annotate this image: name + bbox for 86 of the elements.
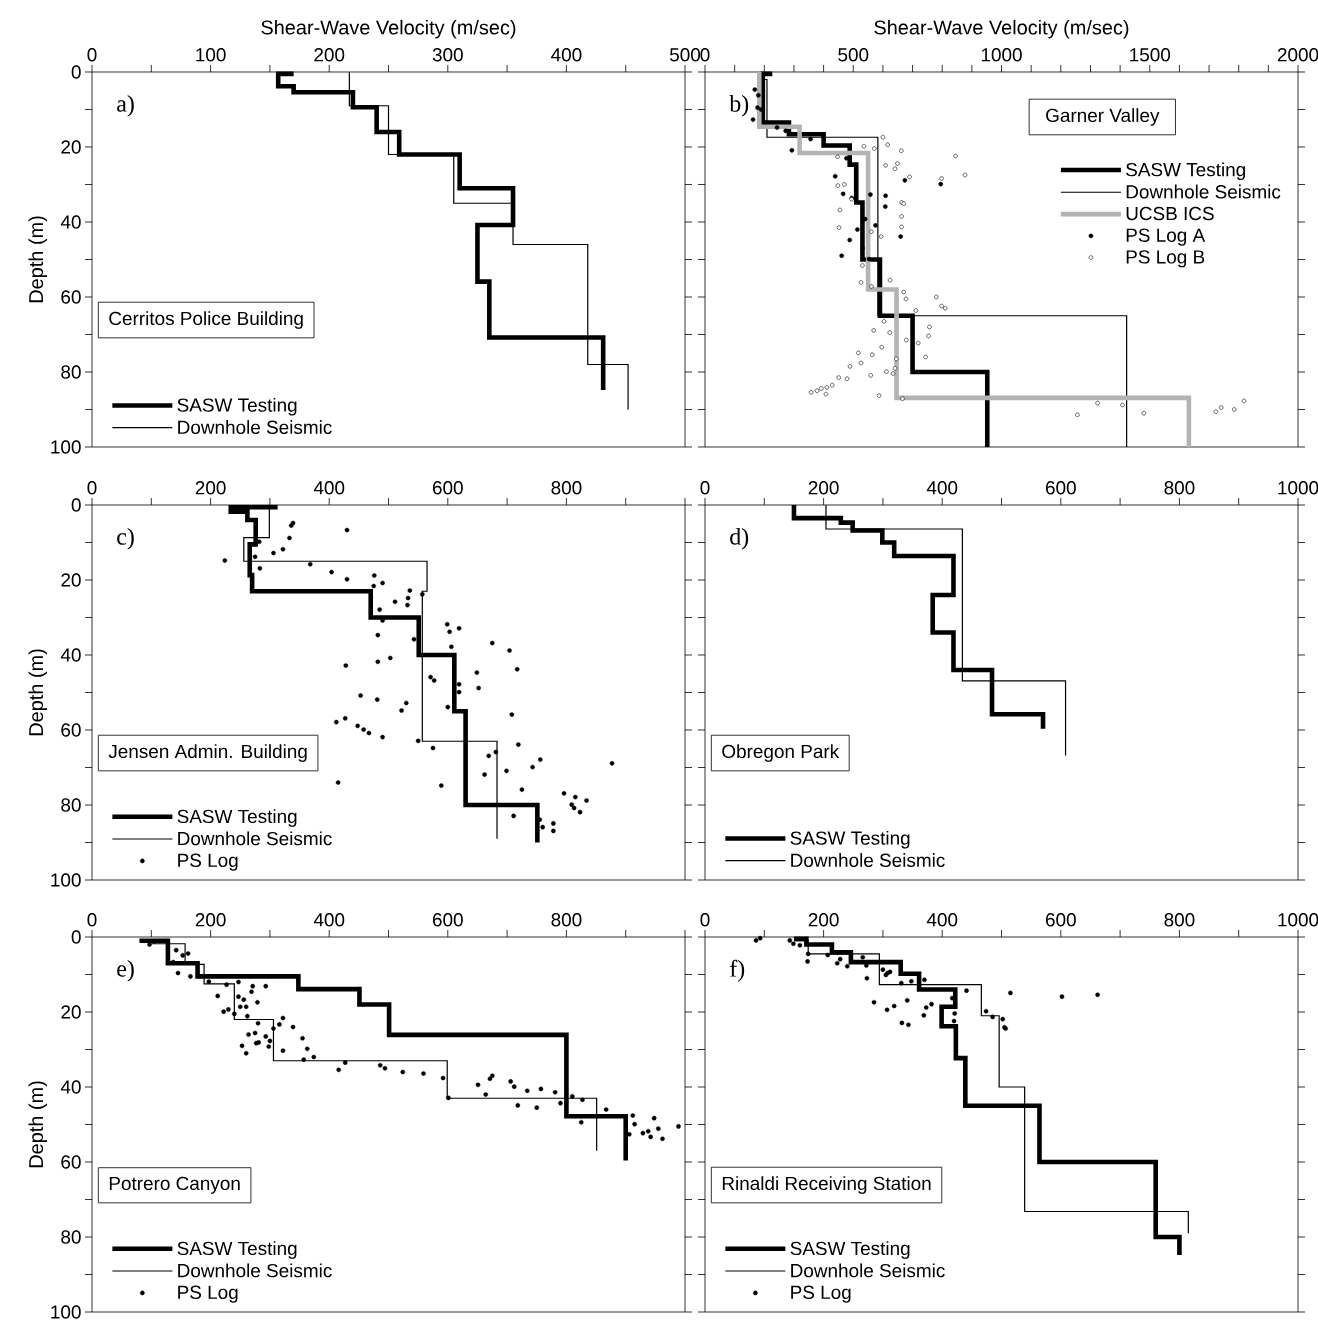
x-tick-label: 0 xyxy=(700,481,710,495)
legend-label: PS Log xyxy=(178,853,238,871)
annotation: b) xyxy=(729,94,749,117)
y-tick-label: 40 xyxy=(60,648,81,662)
y-tick-label: 80 xyxy=(61,798,81,812)
x-tick-label: 1000 xyxy=(1278,913,1318,927)
x-tick-label: 600 xyxy=(432,481,463,495)
legend-label: Downhole Seismic xyxy=(791,1263,945,1278)
x-tick-label: 0 xyxy=(87,48,97,62)
legend-label: SASW Testing xyxy=(790,1241,910,1259)
x-tick-label: 200 xyxy=(314,48,345,62)
x-tick-label: 600 xyxy=(1045,913,1076,927)
y-tick-label: 100 xyxy=(51,873,81,887)
x-axis-title: Shear-Wave Velocity (m/sec) xyxy=(261,19,516,39)
annotation: e) xyxy=(117,959,134,982)
y-tick-label: 60 xyxy=(61,1155,81,1169)
y-tick-label: 60 xyxy=(61,723,81,737)
y-tick-label: 100 xyxy=(51,1305,81,1319)
y-axis-title: Depth (m) xyxy=(28,216,48,303)
x-tick-label: 800 xyxy=(1164,481,1195,495)
x-tick-label: 400 xyxy=(313,913,345,927)
x-tick-label: 100 xyxy=(196,48,226,62)
text: Rinaldi Receiving Station xyxy=(722,1176,931,1194)
y-tick-label: 40 xyxy=(60,215,81,229)
x-tick-label: 1000 xyxy=(1278,481,1318,495)
text: Cerritos Police Building xyxy=(109,311,303,329)
y-tick-label: 60 xyxy=(61,290,81,304)
x-tick-label: 500 xyxy=(669,48,701,62)
x-tick-label: 400 xyxy=(926,913,958,927)
y-tick-label: 0 xyxy=(71,65,81,79)
x-tick-label: 200 xyxy=(808,481,839,495)
legend-label: Downhole Seismic xyxy=(178,831,332,846)
x-tick-label: 400 xyxy=(926,481,958,495)
x-tick-label: 800 xyxy=(1164,913,1195,927)
x-tick-label: 400 xyxy=(313,481,345,495)
x-tick-label: 600 xyxy=(1045,481,1076,495)
x-tick-label: 0 xyxy=(87,481,97,495)
legend-label: SASW Testing xyxy=(177,397,297,416)
legend-label: SASW Testing xyxy=(177,1241,297,1259)
x-tick-label: 300 xyxy=(432,48,463,62)
x-tick-label: 1500 xyxy=(1130,48,1171,62)
x-tick-label: 600 xyxy=(432,913,463,927)
y-tick-label: 40 xyxy=(60,1080,81,1094)
y-tick-label: 20 xyxy=(61,1005,81,1019)
x-tick-label: 200 xyxy=(808,913,839,927)
legend-label: PS Log A xyxy=(1126,228,1206,246)
x-axis-title: Shear-Wave Velocity (m/sec) xyxy=(874,19,1129,39)
legend-label: PS Log xyxy=(178,1285,238,1303)
y-tick-label: 80 xyxy=(61,1230,81,1244)
x-tick-label: 200 xyxy=(195,913,226,927)
legend-label: Downhole Seismic xyxy=(1126,184,1281,199)
annotation: c) xyxy=(117,527,134,550)
y-tick-label: 80 xyxy=(61,365,81,379)
x-tick-label: 500 xyxy=(838,48,869,62)
y-tick-label: 0 xyxy=(71,498,81,512)
legend-label: Downhole Seismic xyxy=(178,1263,332,1278)
legend-label: PS Log xyxy=(791,1285,851,1303)
x-tick-label: 0 xyxy=(700,48,710,62)
y-tick-label: 20 xyxy=(61,140,81,154)
y-tick-label: 20 xyxy=(61,573,81,587)
legend-label: SASW Testing xyxy=(1126,162,1245,181)
legend-label: SASW Testing xyxy=(790,830,910,849)
x-tick-label: 200 xyxy=(195,481,226,495)
x-tick-label: 800 xyxy=(551,913,582,927)
x-tick-label: 0 xyxy=(87,913,97,927)
text: Garner Valley xyxy=(1046,108,1160,126)
y-axis-title: Depth (m) xyxy=(28,1081,48,1168)
x-tick-label: 800 xyxy=(551,481,582,495)
legend-label: Downhole Seismic xyxy=(178,420,332,434)
legend-label: PS Log B xyxy=(1126,250,1205,268)
text: Obregon Park xyxy=(722,744,840,762)
x-tick-label: 2000 xyxy=(1277,48,1318,62)
annotation: a) xyxy=(117,94,134,117)
legend-label: Downhole Seismic xyxy=(791,853,945,868)
annotation: d) xyxy=(730,527,749,550)
annotation: f) xyxy=(730,959,745,982)
y-tick-label: 100 xyxy=(51,440,81,454)
x-tick-label: 1000 xyxy=(981,48,1022,62)
y-axis-title: Depth (m) xyxy=(28,649,48,736)
legend-label: SASW Testing xyxy=(177,809,297,827)
x-tick-label: 400 xyxy=(551,48,582,62)
legend-label: UCSB ICS xyxy=(1126,206,1214,221)
y-tick-label: 0 xyxy=(71,930,81,944)
text: Potrero Canyon xyxy=(109,1176,240,1194)
text: Jensen Admin. Building xyxy=(108,744,307,762)
x-tick-label: 0 xyxy=(700,913,710,927)
